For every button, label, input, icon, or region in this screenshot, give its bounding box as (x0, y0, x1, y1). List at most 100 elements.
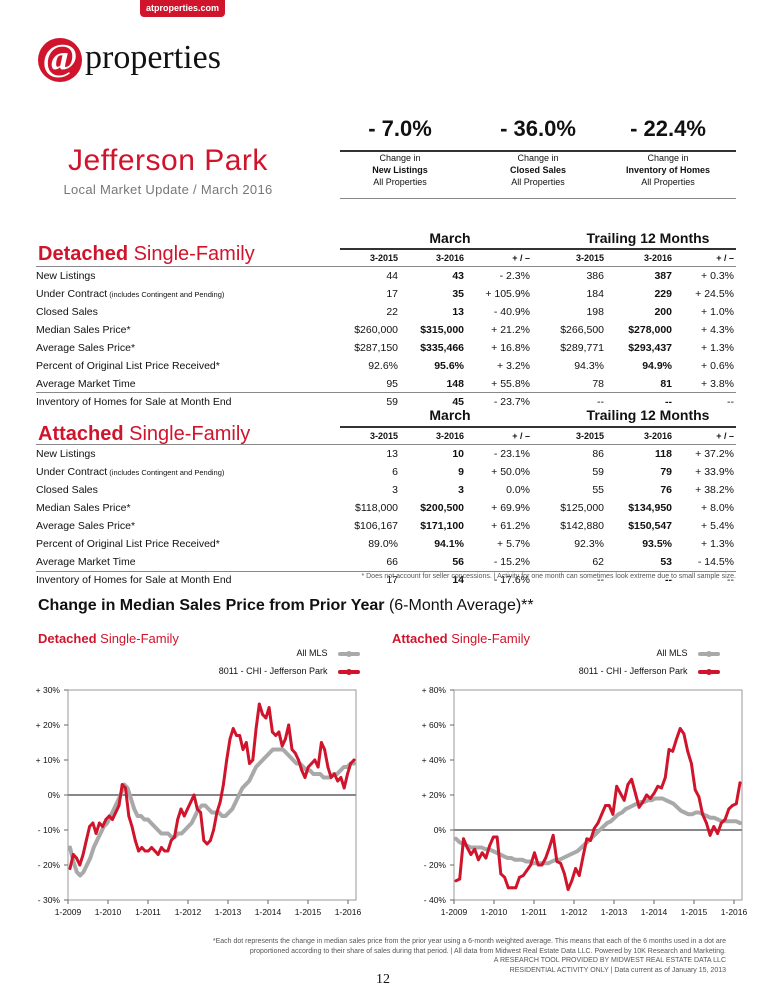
data-point (620, 810, 624, 815)
data-point (529, 863, 533, 867)
website-tab[interactable]: atproperties.com (140, 0, 226, 17)
data-point (237, 793, 241, 797)
table-cell: - 23.1% (493, 448, 530, 460)
data-point (731, 804, 734, 807)
data-point (313, 758, 317, 762)
table-cell: 79 (660, 466, 672, 478)
table-row: Closed Sales 22 13 - 40.9% 198 200 + 1.0% (36, 303, 734, 321)
data-point (697, 810, 701, 815)
footnote-line: *Each dot represents the change in media… (212, 938, 726, 945)
stat-closed-sales: - 36.0% Change in Closed Sales All Prope… (478, 116, 598, 188)
table-cell: + 37.2% (695, 448, 734, 460)
data-point (585, 837, 589, 841)
divider (340, 150, 736, 152)
data-point (146, 849, 150, 853)
chart-title-rest: (6-Month Average)** (384, 597, 534, 614)
table-cell: $287,150 (354, 342, 398, 354)
table-cell: 56 (452, 556, 464, 568)
row-label-text: Inventory of Homes for Sale at Month End (36, 396, 232, 408)
data-point (159, 831, 163, 836)
table-cell: + 38.2% (695, 484, 734, 496)
data-point (488, 844, 491, 848)
data-point (244, 741, 248, 744)
data-point (248, 762, 251, 765)
data-point (555, 860, 559, 863)
data-point (311, 772, 315, 776)
table-cell: 78 (592, 378, 604, 390)
data-point (708, 833, 712, 837)
table-cell: - 2.3% (499, 270, 530, 282)
table-cell: 66 (386, 556, 398, 568)
table-row: New Listings 44 43 - 2.3% 386 387 + 0.3% (36, 267, 734, 285)
table-row: Under Contract (includes Contingent and … (36, 463, 734, 481)
data-point (540, 863, 544, 867)
data-point (267, 751, 272, 755)
data-point (656, 784, 660, 788)
group-trailing: Trailing 12 Months (586, 407, 710, 423)
chart-subtitle-attached: Attached Single-Family (392, 631, 530, 646)
row-label: Percent of Original List Price Received* (36, 535, 336, 553)
data-point (550, 859, 554, 864)
data-point (465, 846, 469, 849)
data-point (88, 825, 91, 828)
data-point (205, 842, 209, 846)
data-point (693, 788, 697, 792)
group-trailing: Trailing 12 Months (586, 230, 710, 246)
col-header: 3-2016 (643, 431, 672, 441)
data-point (626, 783, 630, 786)
data-point (75, 856, 78, 860)
divider (36, 392, 736, 393)
data-point (568, 852, 572, 857)
x-tick-label: 1-2010 (481, 907, 508, 917)
data-point (518, 875, 521, 879)
row-label: Closed Sales (36, 303, 336, 321)
data-point (712, 825, 716, 828)
y-tick-label: + 20% (36, 720, 61, 730)
table-cell: 95.6% (434, 360, 464, 372)
data-point (682, 732, 686, 736)
data-point (738, 781, 742, 785)
legend-item: 8011 - CHI - Jefferson Park (510, 666, 720, 684)
data-point (559, 861, 562, 865)
table-cell: + 1.3% (701, 538, 734, 550)
data-point (701, 812, 704, 816)
data-point (84, 839, 88, 842)
table-cell: $315,000 (420, 324, 464, 336)
col-header: 3-2015 (369, 253, 398, 263)
table-cell: - 40.9% (493, 306, 530, 318)
data-point (604, 804, 607, 807)
table-cell: 81 (660, 378, 672, 390)
attached-table: 3-2015 3-2016 + / – 3-2015 3-2016 + / – … (36, 427, 734, 589)
divider (340, 198, 736, 199)
y-tick-label: - 30% (38, 895, 61, 905)
data-point (173, 835, 176, 839)
data-point (667, 748, 671, 751)
stat-label: Change in (379, 153, 421, 163)
data-point (517, 858, 521, 862)
table-cell: 55 (592, 484, 604, 496)
row-label: Median Sales Price* (36, 321, 336, 339)
x-tick-label: 1-2012 (561, 907, 588, 917)
data-point (631, 803, 635, 808)
data-point (241, 748, 245, 751)
data-point (88, 856, 92, 860)
data-point (708, 816, 713, 820)
data-point (288, 754, 292, 759)
data-point (202, 839, 206, 842)
data-point (287, 723, 291, 727)
data-point (215, 811, 219, 814)
row-label-text: Inventory of Homes for Sale at Month End (36, 574, 232, 586)
title-rest: Single-Family (123, 423, 251, 445)
data-point (325, 775, 329, 780)
table-cell: 200 (654, 306, 672, 318)
table-cell: 198 (586, 306, 604, 318)
table-cell: + 5.7% (497, 538, 530, 550)
table-cell: $260,000 (354, 324, 398, 336)
data-point (653, 796, 657, 801)
data-point (85, 863, 89, 867)
table-cell: 118 (655, 448, 672, 460)
col-header: 3-2015 (369, 431, 398, 441)
stat-metric: Closed Sales (509, 165, 567, 175)
data-point (480, 851, 484, 855)
data-point (264, 754, 268, 759)
